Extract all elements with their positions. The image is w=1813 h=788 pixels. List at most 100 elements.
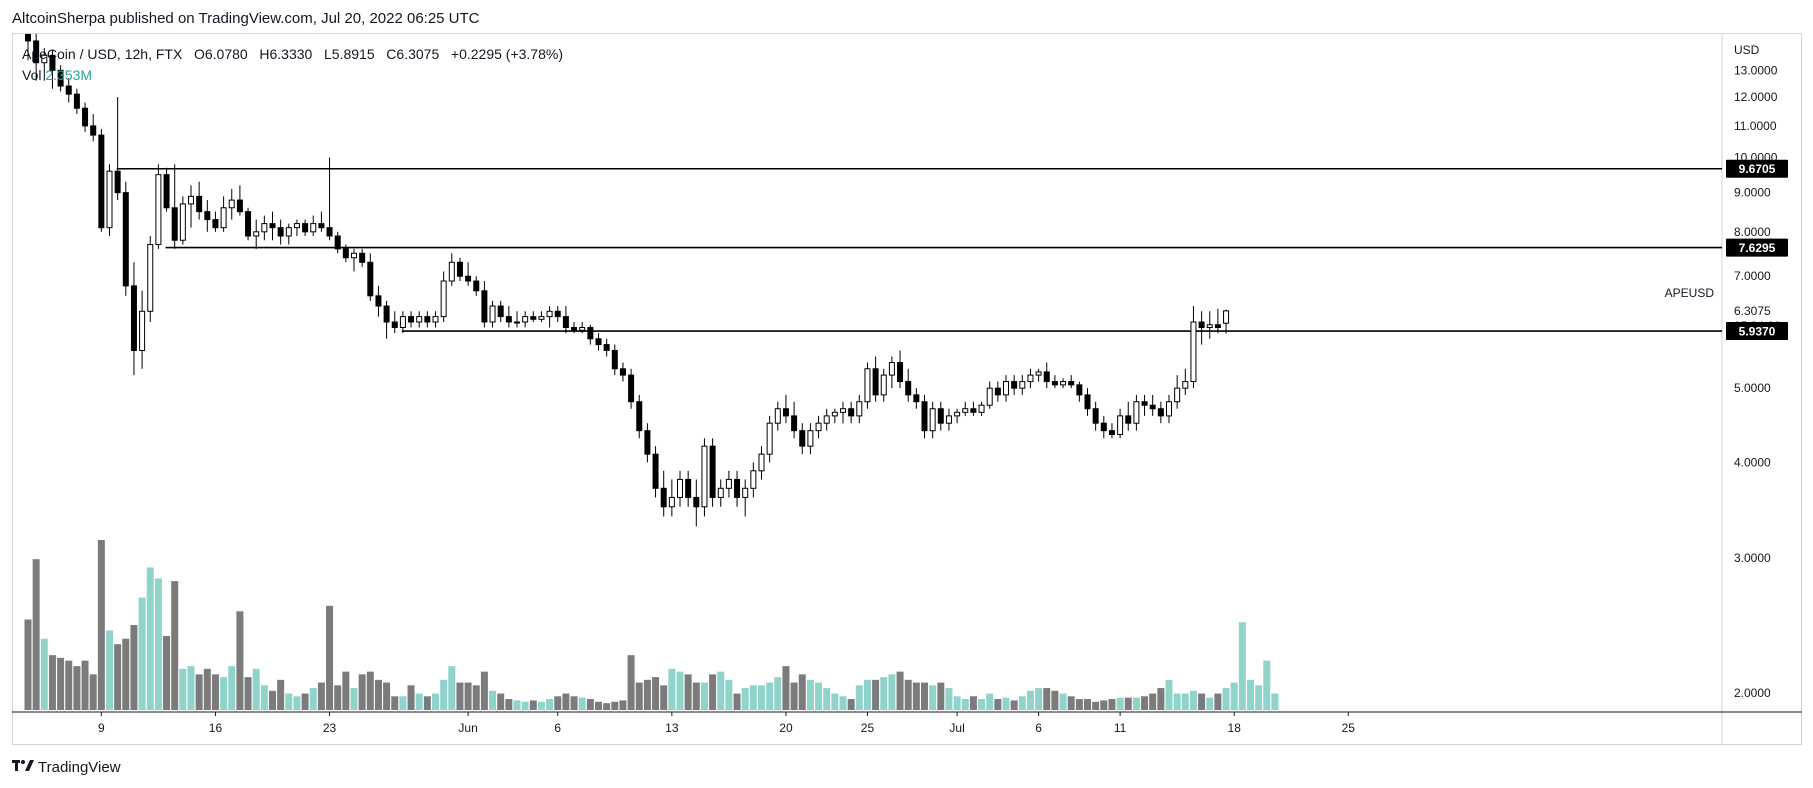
volume-bar: [456, 682, 464, 710]
volume-bar: [1157, 688, 1165, 710]
candle-body: [1051, 381, 1058, 386]
candle-body: [888, 362, 895, 376]
candle-body: [106, 170, 113, 229]
volume-bar: [326, 605, 334, 710]
candle-body: [1157, 408, 1164, 417]
candle-body: [1060, 381, 1067, 386]
low-value: 5.8915: [331, 46, 375, 62]
volume-bar: [432, 693, 439, 710]
y-tick-label: 2.0000: [1734, 686, 1771, 700]
candle-body: [1035, 371, 1042, 376]
candle-body: [57, 69, 64, 87]
candle-body: [489, 305, 496, 323]
volume-bar: [643, 679, 651, 710]
volume-bar: [1181, 693, 1189, 710]
candle-body: [685, 478, 692, 498]
candle-body: [791, 415, 798, 432]
candle-body: [921, 401, 928, 432]
candle-body: [1174, 387, 1181, 403]
candle-body: [677, 478, 683, 498]
volume-bar: [733, 693, 741, 710]
volume-bar: [1124, 697, 1132, 710]
tradingview-logo-icon[interactable]: [12, 758, 34, 776]
volume-bar: [880, 677, 888, 710]
candle-body: [840, 408, 846, 413]
candle-body: [188, 195, 194, 205]
candle-body: [310, 223, 317, 233]
volume-bar: [839, 696, 847, 710]
volume-bar: [57, 657, 65, 710]
candle-body: [302, 223, 309, 233]
volume-value: 2.353M: [45, 67, 93, 83]
candle-body: [668, 496, 675, 508]
candle-body: [1206, 324, 1213, 329]
candle-body: [497, 305, 504, 318]
footer-brand-text[interactable]: TradingView: [38, 758, 121, 776]
candle-body: [253, 231, 260, 237]
volume-bar: [863, 679, 871, 710]
volume-label[interactable]: Vol: [22, 67, 42, 83]
volume-bar: [1255, 685, 1263, 710]
volume-bar: [586, 699, 594, 710]
candle-body: [872, 368, 879, 396]
volume-bar: [301, 693, 309, 710]
candle-body: [644, 430, 651, 455]
volume-bar: [415, 693, 423, 710]
change-value: +0.2295 (+3.78%): [450, 46, 563, 62]
candle-body: [628, 374, 635, 403]
candle-body: [245, 211, 252, 237]
volume-bar: [220, 677, 228, 710]
close-value: 6.3075: [396, 46, 440, 62]
y-tick-label: 4.0000: [1734, 455, 1771, 469]
symbol-label[interactable]: ApeCoin / USD, 12h, FTX: [22, 46, 183, 62]
candle-body: [538, 316, 545, 320]
x-tick-label: 11: [1114, 721, 1127, 735]
candle-body: [579, 327, 586, 331]
candle-body: [383, 305, 390, 323]
candle-body: [163, 174, 170, 209]
volume-bar: [692, 682, 700, 710]
candle-body: [41, 54, 48, 64]
high-label: H: [259, 46, 270, 62]
volume-bar: [260, 685, 268, 710]
volume-bar: [1084, 699, 1091, 710]
volume-bar: [823, 688, 831, 710]
candle-body: [399, 316, 406, 329]
volume-bar: [1002, 697, 1010, 710]
volume-bar: [65, 660, 73, 710]
volume-bar: [1100, 700, 1108, 710]
volume-bar: [480, 671, 488, 710]
candle-body: [782, 408, 789, 417]
volume-bar: [961, 699, 969, 710]
volume-bar: [163, 635, 171, 710]
candle-body: [1084, 394, 1091, 410]
candle-body: [1092, 408, 1099, 424]
candle-body: [391, 321, 398, 329]
volume-bar: [342, 671, 350, 710]
candle-body: [1125, 415, 1132, 424]
volume-bar: [806, 679, 814, 710]
candle-body: [1133, 401, 1140, 424]
volume-bar: [546, 699, 554, 710]
volume-bar: [81, 660, 89, 710]
volume-bar: [1173, 693, 1181, 710]
volume-bar: [244, 677, 252, 710]
candle-body: [334, 235, 341, 250]
y-tick-label: 5.0000: [1734, 381, 1771, 395]
candle-body: [98, 134, 105, 229]
volume-bar: [611, 701, 619, 710]
volume-bar: [228, 666, 236, 710]
x-tick-label: 9: [98, 721, 105, 735]
candle-body: [831, 411, 838, 417]
volume-bar: [448, 666, 456, 710]
volume-bar: [1010, 700, 1018, 710]
x-tick-label: Jun: [458, 721, 477, 735]
y-tick-label: 7.0000: [1734, 269, 1771, 283]
candle-body: [139, 310, 146, 351]
candle-body: [359, 252, 366, 263]
high-value: 6.3330: [269, 46, 313, 62]
volume-bar: [106, 630, 113, 710]
candle-body: [945, 415, 952, 424]
candle-body: [1117, 415, 1124, 435]
